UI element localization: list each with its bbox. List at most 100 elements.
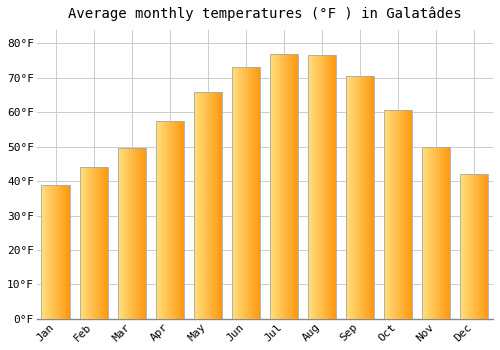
Bar bbox=[52, 184, 53, 319]
Bar bbox=[449, 147, 450, 319]
Bar bbox=[478, 174, 479, 319]
Bar bbox=[171, 121, 172, 319]
Bar bbox=[81, 167, 82, 319]
Bar bbox=[400, 111, 401, 319]
Bar bbox=[308, 55, 309, 319]
Bar bbox=[95, 167, 96, 319]
Bar bbox=[362, 76, 363, 319]
Bar bbox=[182, 121, 184, 319]
Bar bbox=[276, 54, 277, 319]
Bar bbox=[426, 147, 428, 319]
Bar bbox=[395, 111, 396, 319]
Bar bbox=[460, 174, 461, 319]
Bar bbox=[319, 55, 320, 319]
Bar bbox=[282, 54, 283, 319]
Bar bbox=[177, 121, 178, 319]
Bar bbox=[143, 148, 144, 319]
Bar bbox=[45, 184, 46, 319]
Bar bbox=[198, 92, 200, 319]
Bar bbox=[354, 76, 355, 319]
Bar bbox=[65, 184, 66, 319]
Bar bbox=[277, 54, 278, 319]
Bar bbox=[66, 184, 67, 319]
Bar bbox=[292, 54, 293, 319]
Bar bbox=[293, 54, 294, 319]
Bar bbox=[394, 111, 395, 319]
Bar bbox=[346, 76, 347, 319]
Bar bbox=[168, 121, 169, 319]
Bar bbox=[60, 184, 62, 319]
Bar bbox=[68, 184, 70, 319]
Bar bbox=[384, 111, 385, 319]
Bar bbox=[88, 167, 89, 319]
Bar bbox=[167, 121, 168, 319]
Bar bbox=[54, 184, 55, 319]
Bar bbox=[141, 148, 142, 319]
Bar bbox=[253, 68, 254, 319]
Bar bbox=[89, 167, 90, 319]
Bar bbox=[477, 174, 478, 319]
Bar bbox=[476, 174, 477, 319]
Bar bbox=[310, 55, 311, 319]
Bar bbox=[134, 148, 136, 319]
Bar bbox=[422, 147, 450, 319]
Bar bbox=[366, 76, 367, 319]
Bar bbox=[358, 76, 359, 319]
Bar bbox=[443, 147, 444, 319]
Bar bbox=[98, 167, 99, 319]
Bar bbox=[327, 55, 328, 319]
Bar bbox=[172, 121, 174, 319]
Bar bbox=[316, 55, 317, 319]
Bar bbox=[132, 148, 133, 319]
Bar bbox=[158, 121, 159, 319]
Bar bbox=[133, 148, 134, 319]
Bar bbox=[195, 92, 196, 319]
Bar bbox=[480, 174, 481, 319]
Bar bbox=[487, 174, 488, 319]
Bar bbox=[99, 167, 100, 319]
Bar bbox=[388, 111, 390, 319]
Bar bbox=[411, 111, 412, 319]
Bar bbox=[178, 121, 179, 319]
Bar bbox=[160, 121, 162, 319]
Bar bbox=[468, 174, 469, 319]
Bar bbox=[170, 121, 171, 319]
Bar bbox=[392, 111, 393, 319]
Bar bbox=[55, 184, 56, 319]
Bar bbox=[326, 55, 327, 319]
Bar bbox=[46, 184, 47, 319]
Bar bbox=[118, 148, 119, 319]
Bar bbox=[176, 121, 177, 319]
Bar bbox=[289, 54, 290, 319]
Bar bbox=[62, 184, 63, 319]
Bar bbox=[290, 54, 291, 319]
Bar bbox=[444, 147, 446, 319]
Bar bbox=[232, 68, 233, 319]
Bar bbox=[82, 167, 83, 319]
Bar bbox=[200, 92, 202, 319]
Bar bbox=[162, 121, 164, 319]
Bar bbox=[164, 121, 165, 319]
Bar bbox=[248, 68, 250, 319]
Bar bbox=[291, 54, 292, 319]
Bar bbox=[357, 76, 358, 319]
Bar bbox=[479, 174, 480, 319]
Bar bbox=[364, 76, 365, 319]
Bar bbox=[279, 54, 280, 319]
Bar bbox=[369, 76, 370, 319]
Bar bbox=[350, 76, 352, 319]
Bar bbox=[169, 121, 170, 319]
Bar bbox=[308, 55, 336, 319]
Bar bbox=[475, 174, 476, 319]
Bar bbox=[93, 167, 94, 319]
Bar bbox=[280, 54, 281, 319]
Bar bbox=[100, 167, 101, 319]
Bar bbox=[208, 92, 210, 319]
Bar bbox=[204, 92, 205, 319]
Bar bbox=[85, 167, 86, 319]
Bar bbox=[370, 76, 372, 319]
Bar bbox=[386, 111, 388, 319]
Bar bbox=[441, 147, 442, 319]
Bar bbox=[53, 184, 54, 319]
Bar bbox=[206, 92, 207, 319]
